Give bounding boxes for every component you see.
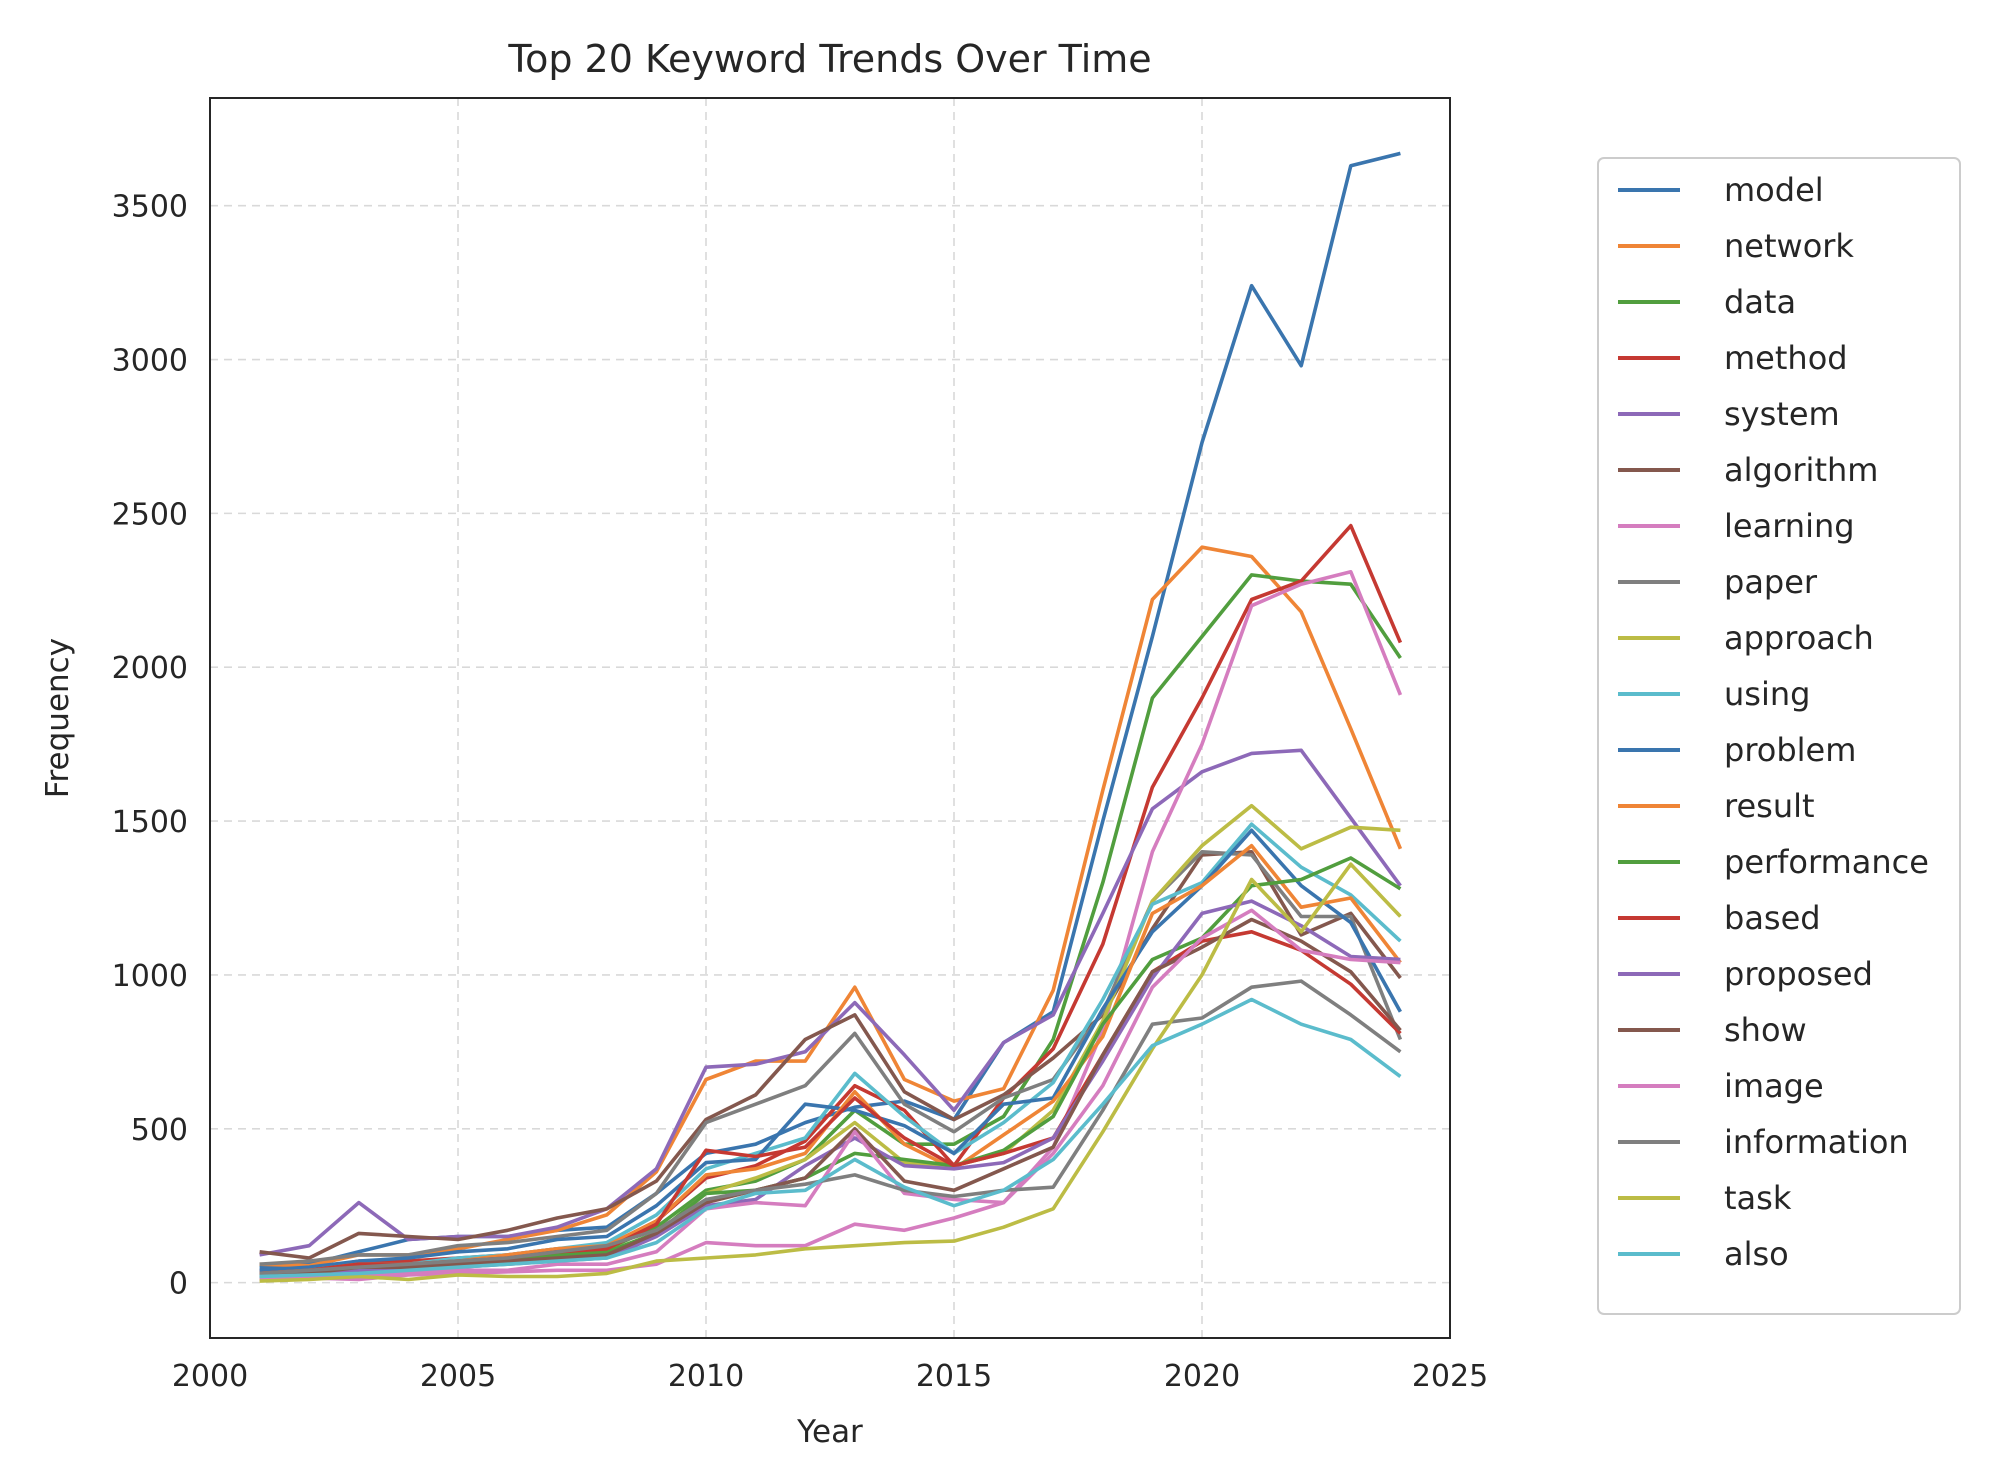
series-line-algorithm xyxy=(259,849,1402,1260)
x-axis-label: Year xyxy=(796,1414,863,1450)
legend-label: data xyxy=(1724,283,1796,321)
series-line-network xyxy=(259,545,1403,1268)
series-line-problem xyxy=(259,828,1402,1273)
y-tick-label: 500 xyxy=(131,1113,188,1148)
legend-box xyxy=(1597,157,1961,1315)
legend-label: task xyxy=(1724,1179,1792,1217)
x-tick-label: 2010 xyxy=(668,1359,744,1394)
series-line-paper xyxy=(259,849,1403,1266)
x-tick-label: 2000 xyxy=(172,1359,248,1394)
legend-label: paper xyxy=(1724,563,1818,601)
legend-label: show xyxy=(1724,1011,1807,1049)
y-tick-labels: 0 500 1000 1500 2000 2500 3000 3500 xyxy=(112,190,188,1302)
y-tick-label: 0 xyxy=(169,1267,188,1302)
legend-label: approach xyxy=(1724,619,1874,657)
legend-label: using xyxy=(1724,675,1810,713)
series-line-learning xyxy=(259,569,1403,1282)
series-line-task xyxy=(259,862,1402,1283)
legend-label: network xyxy=(1724,227,1854,265)
series-lines xyxy=(259,151,1403,1283)
series-line-information xyxy=(259,979,1402,1276)
x-tick-label: 2025 xyxy=(1412,1359,1488,1394)
legend-label: system xyxy=(1724,395,1840,433)
x-tick-label: 2005 xyxy=(420,1359,496,1394)
legend-label: based xyxy=(1724,899,1821,937)
series-line-show xyxy=(259,917,1402,1279)
chart-title: Top 20 Keyword Trends Over Time xyxy=(507,37,1151,81)
legend-label: model xyxy=(1724,171,1824,209)
x-tick-label: 2015 xyxy=(916,1359,992,1394)
y-tick-label: 1500 xyxy=(112,805,188,840)
y-tick-label: 3500 xyxy=(112,190,188,225)
legend-label: result xyxy=(1724,787,1815,825)
legend-label: problem xyxy=(1724,731,1856,769)
series-line-also xyxy=(259,997,1402,1279)
legend-label: learning xyxy=(1724,507,1855,545)
legend-label: algorithm xyxy=(1724,451,1878,489)
legend-label: also xyxy=(1724,1235,1789,1273)
legend-label: proposed xyxy=(1724,955,1873,993)
y-tick-label: 3000 xyxy=(112,344,188,379)
legend-label: information xyxy=(1724,1123,1909,1161)
legend-label: image xyxy=(1724,1067,1824,1105)
y-tick-label: 1000 xyxy=(112,959,188,994)
plot-frame xyxy=(209,97,1451,1339)
legend-label: method xyxy=(1724,339,1848,377)
y-axis-label: Frequency xyxy=(40,638,76,798)
y-tick-label: 2500 xyxy=(112,497,188,532)
series-line-image xyxy=(259,908,1401,1282)
x-tick-labels: 2000 2005 2010 2015 2020 2025 xyxy=(172,1359,1488,1394)
x-tick-label: 2020 xyxy=(1164,1359,1240,1394)
legend: model network data method system algorithm lea… xyxy=(1597,157,1961,1315)
y-tick-label: 2000 xyxy=(112,651,188,686)
legend-label: performance xyxy=(1724,843,1929,881)
